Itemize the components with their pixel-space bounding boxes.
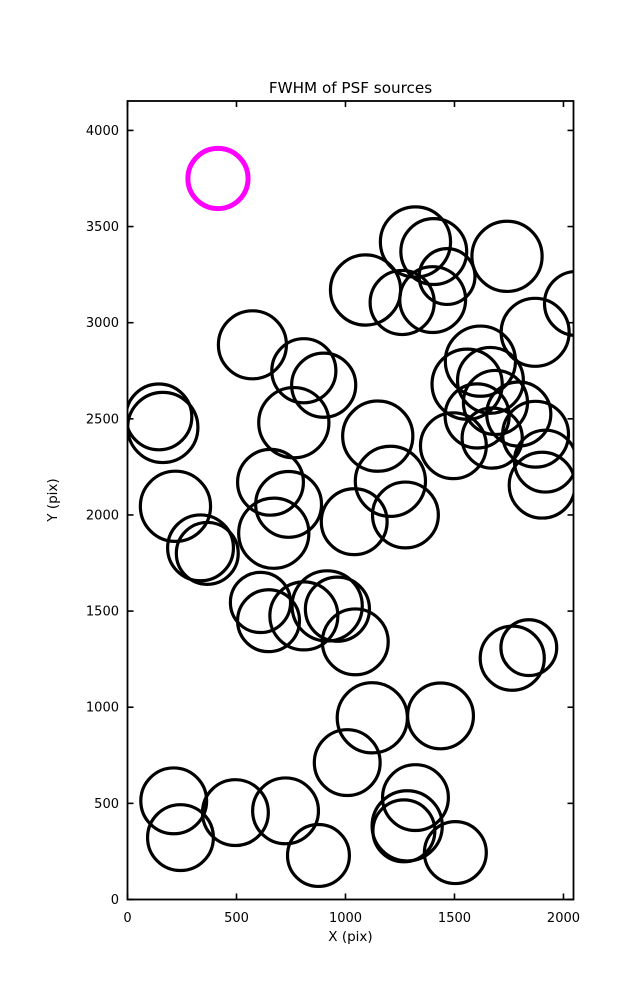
psf-circle: [290, 351, 358, 419]
ticks-layer: [126, 101, 574, 901]
psf-circle: [418, 411, 488, 481]
psf-circle: [166, 513, 236, 583]
psf-circle: [174, 520, 240, 586]
y-tick-label: 1000: [86, 701, 119, 716]
psf-circle: [507, 450, 574, 520]
psf-circle: [303, 575, 372, 643]
psf-circle: [406, 681, 476, 751]
psf-circle: [139, 766, 209, 836]
psf-circle: [237, 496, 311, 570]
psf-circle: [399, 217, 469, 287]
x-tick-label: 2000: [547, 911, 580, 926]
tick-labels-layer: 0 500 1000 1500 2000 0 500 1000 1500 2000 2500 3000…: [86, 124, 580, 926]
psf-circle: [228, 570, 293, 635]
x-axis-label: X (pix): [328, 929, 372, 945]
psf-circle: [470, 219, 544, 294]
y-axis-label: Y (pix): [45, 478, 61, 522]
psf-circle: [370, 480, 440, 550]
psf-circle: [235, 447, 306, 517]
psf-circle: [268, 580, 340, 652]
x-tick-label: 1000: [329, 911, 362, 926]
psf-circle: [380, 763, 450, 833]
psf-circle: [460, 406, 524, 470]
psf-circle: [512, 428, 574, 494]
psf-circle: [368, 268, 436, 337]
psf-circle: [285, 822, 352, 889]
psf-circle: [341, 399, 415, 473]
psf-circle: [319, 487, 389, 557]
psf-circle: [542, 269, 574, 337]
psf-circle: [270, 337, 338, 405]
psf-circle: [499, 618, 559, 678]
psf-circle: [501, 399, 571, 469]
psf-circle: [320, 607, 390, 677]
x-tick-label: 500: [224, 911, 249, 926]
y-tick-label: 0: [111, 893, 119, 908]
y-tick-label: 1500: [86, 605, 119, 620]
psf-circle: [200, 778, 270, 848]
psf-circle: [312, 728, 382, 798]
axes-frame: [126, 100, 575, 901]
x-tick-label: 0: [123, 911, 131, 926]
psf-circle: [251, 776, 321, 846]
psf-circle: [455, 345, 525, 415]
x-tick-label: 1500: [438, 911, 471, 926]
y-tick-label: 3500: [86, 220, 119, 235]
psf-circle: [216, 309, 289, 381]
psf-circle: [235, 588, 302, 654]
highlight-circle: [185, 145, 251, 212]
psf-circle: [138, 469, 213, 544]
psf-circle: [127, 382, 194, 452]
psf-circle: [398, 265, 468, 335]
y-tick-label: 4000: [86, 124, 119, 139]
y-tick-label: 3000: [86, 316, 119, 331]
psf-circle: [127, 390, 200, 465]
psf-circle: [254, 469, 324, 539]
psf-circle: [478, 624, 546, 692]
chart-title: FWHM of PSF sources: [269, 79, 432, 97]
y-tick-label: 2000: [86, 508, 119, 523]
circles-layer: [127, 145, 574, 889]
y-tick-label: 2500: [86, 412, 119, 427]
y-tick-label: 500: [94, 797, 119, 812]
psf-circle: [353, 444, 428, 519]
psf-circle: [328, 253, 403, 327]
psf-circle: [422, 820, 488, 886]
